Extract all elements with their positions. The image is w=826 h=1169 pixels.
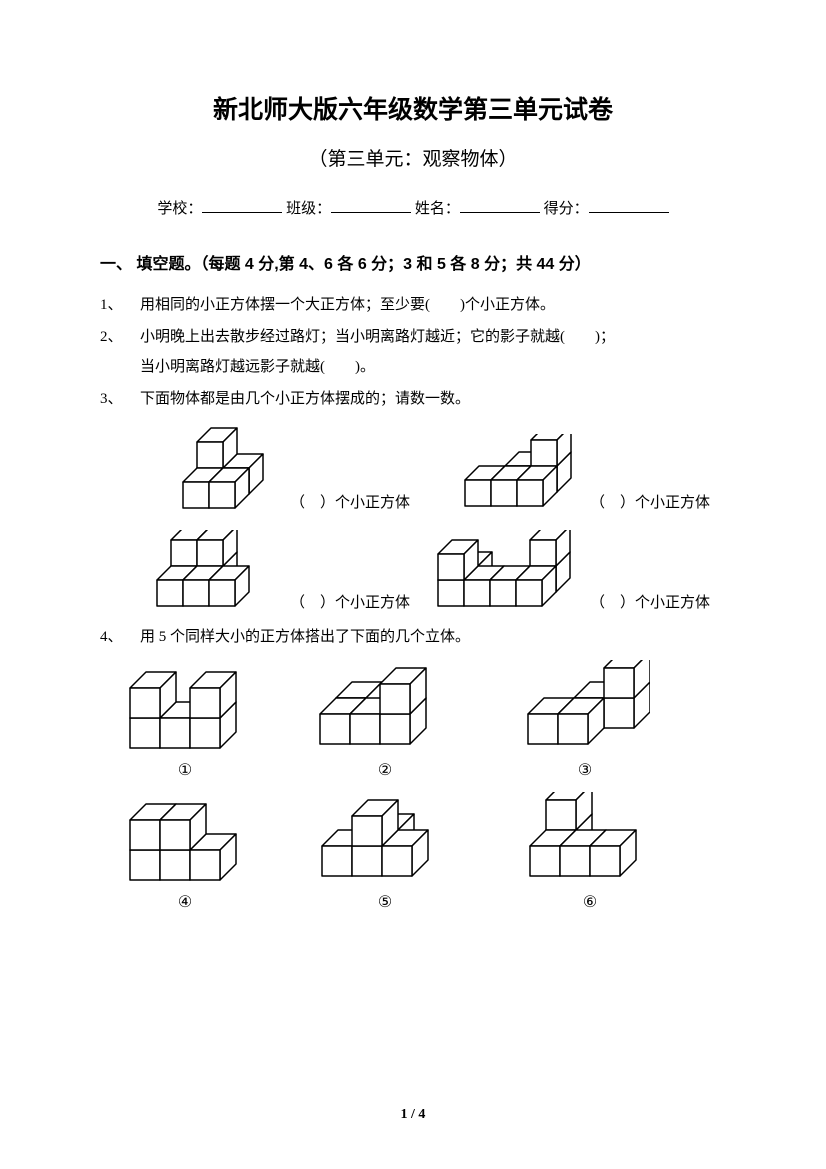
question-3: 3、 下面物体都是由几个小正方体摆成的；请数一数。: [100, 384, 726, 414]
score-label: 得分：: [544, 201, 589, 217]
q4-label-2: ②: [378, 760, 392, 780]
q3-label-c: （ ）个小正方体: [290, 591, 410, 620]
cube-fig-3b: [455, 434, 585, 520]
q3-text: 下面物体都是由几个小正方体摆成的；请数一数。: [140, 384, 726, 414]
cube-fig-4-2: [310, 660, 460, 760]
q1-text: 用相同的小正方体摆一个大正方体；至少要( )个小正方体。: [140, 290, 726, 320]
page-subtitle: （第三单元：观察物体）: [100, 144, 726, 171]
school-label: 学校：: [157, 201, 202, 217]
cube-fig-3c: [145, 530, 285, 620]
cube-fig-4-6: [520, 792, 660, 892]
class-blank[interactable]: [331, 199, 411, 213]
class-label: 班级：: [286, 201, 331, 217]
q3-num: 3、: [100, 384, 140, 414]
q4-label-4: ④: [178, 892, 192, 912]
cube-fig-4-3: [520, 660, 650, 760]
page-number: 1 / 4: [0, 1107, 826, 1123]
q4-label-1: ①: [178, 760, 192, 780]
section-heading: 一、 填空题。（每题 4 分,第 4、6 各 6 分；3 和 5 各 8 分；共…: [100, 250, 726, 274]
q1-num: 1、: [100, 290, 140, 320]
q2-line2: 当小明离路灯越远影子就越( )。: [140, 352, 726, 382]
info-line: 学校： 班级： 姓名： 得分：: [100, 197, 726, 218]
cube-fig-3a: [165, 420, 265, 520]
q3-label-b: （ ）个小正方体: [590, 491, 710, 520]
school-blank[interactable]: [202, 199, 282, 213]
cube-fig-4-5: [310, 792, 460, 892]
q4-text: 用 5 个同样大小的正方体搭出了下面的几个立体。: [140, 622, 726, 652]
q4-num: 4、: [100, 622, 140, 652]
cube-fig-3d: [430, 530, 590, 620]
q2-num: 2、: [100, 322, 140, 382]
question-4: 4、 用 5 个同样大小的正方体搭出了下面的几个立体。: [100, 622, 726, 652]
cube-fig-4-1: [120, 660, 250, 760]
q4-label-5: ⑤: [378, 892, 392, 912]
name-label: 姓名：: [415, 201, 460, 217]
q4-row1: ① ② ③: [100, 660, 726, 780]
page-title: 新北师大版六年级数学第三单元试卷: [100, 90, 726, 126]
score-blank[interactable]: [589, 199, 669, 213]
q4-label-3: ③: [578, 760, 592, 780]
q3-row2: （ ）个小正方体 （ ）个小正方体: [100, 530, 726, 620]
cube-fig-4-4: [120, 792, 250, 892]
question-1: 1、 用相同的小正方体摆一个大正方体；至少要( )个小正方体。: [100, 290, 726, 320]
q4-row2: ④ ⑤ ⑥: [100, 792, 726, 912]
q4-label-6: ⑥: [583, 892, 597, 912]
q3-label-d: （ ）个小正方体: [590, 591, 710, 620]
question-2: 2、 小明晚上出去散步经过路灯；当小明离路灯越近；它的影子就越( )； 当小明离…: [100, 322, 726, 382]
name-blank[interactable]: [460, 199, 540, 213]
q3-row1: （ ）个小正方体 （ ）个小正方体: [100, 420, 726, 520]
q2-line1: 小明晚上出去散步经过路灯；当小明离路灯越近；它的影子就越( )；: [140, 322, 726, 352]
q3-label-a: （ ）个小正方体: [290, 491, 410, 520]
